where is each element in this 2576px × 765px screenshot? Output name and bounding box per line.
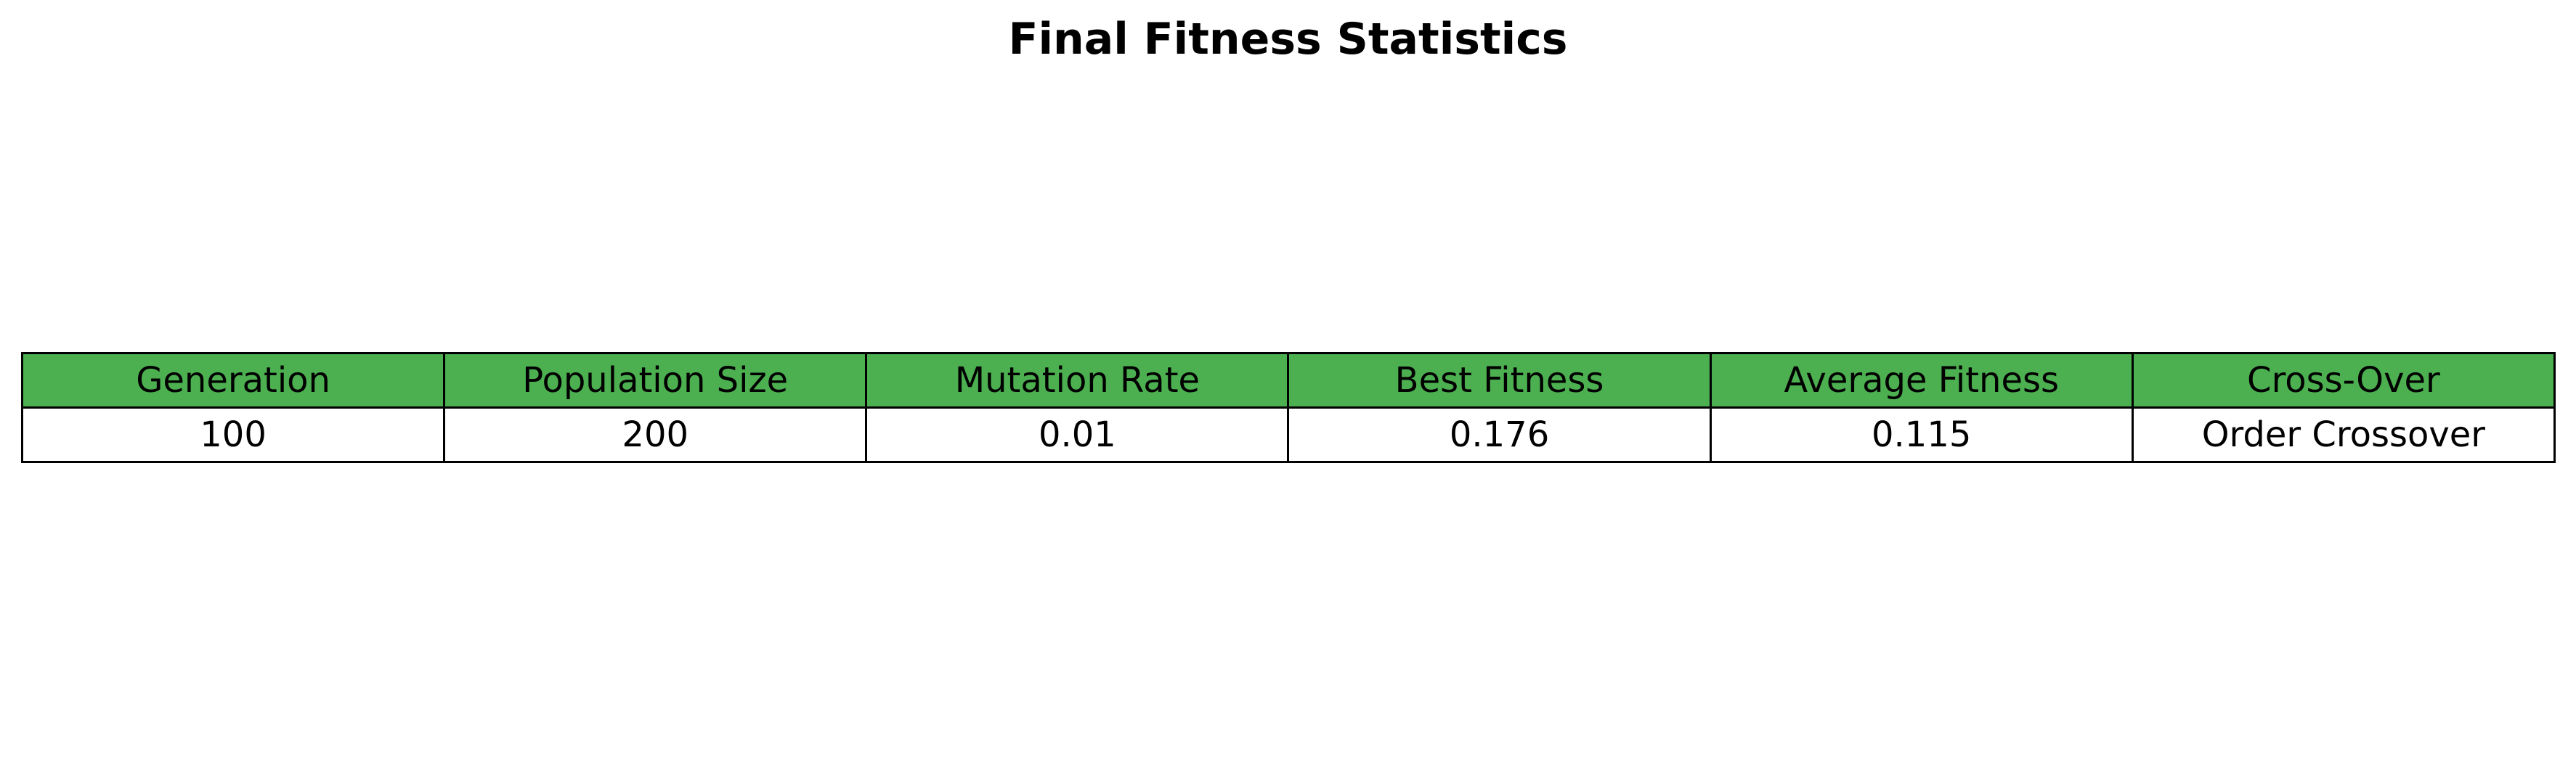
cell-population-size: 200 [443, 406, 868, 463]
cell-cross-over: Order Crossover [2131, 406, 2556, 463]
cell-average-fitness: 0.115 [1709, 406, 2134, 463]
cell-mutation-rate: 0.01 [865, 406, 1290, 463]
header-cell-cross-over: Cross-Over [2131, 352, 2556, 409]
cell-best-fitness: 0.176 [1287, 406, 1712, 463]
table-header-row: Generation Population Size Mutation Rate… [20, 352, 2556, 409]
chart-title: Final Fitness Statistics [1008, 14, 1568, 65]
header-cell-population-size: Population Size [443, 352, 868, 409]
header-cell-best-fitness: Best Fitness [1287, 352, 1712, 409]
header-cell-average-fitness: Average Fitness [1709, 352, 2134, 409]
header-cell-mutation-rate: Mutation Rate [865, 352, 1290, 409]
table-row: 100 200 0.01 0.176 0.115 Order Crossover [20, 406, 2556, 463]
header-cell-generation: Generation [20, 352, 446, 409]
cell-generation: 100 [20, 406, 446, 463]
fitness-statistics-table: Generation Population Size Mutation Rate… [20, 352, 2556, 463]
